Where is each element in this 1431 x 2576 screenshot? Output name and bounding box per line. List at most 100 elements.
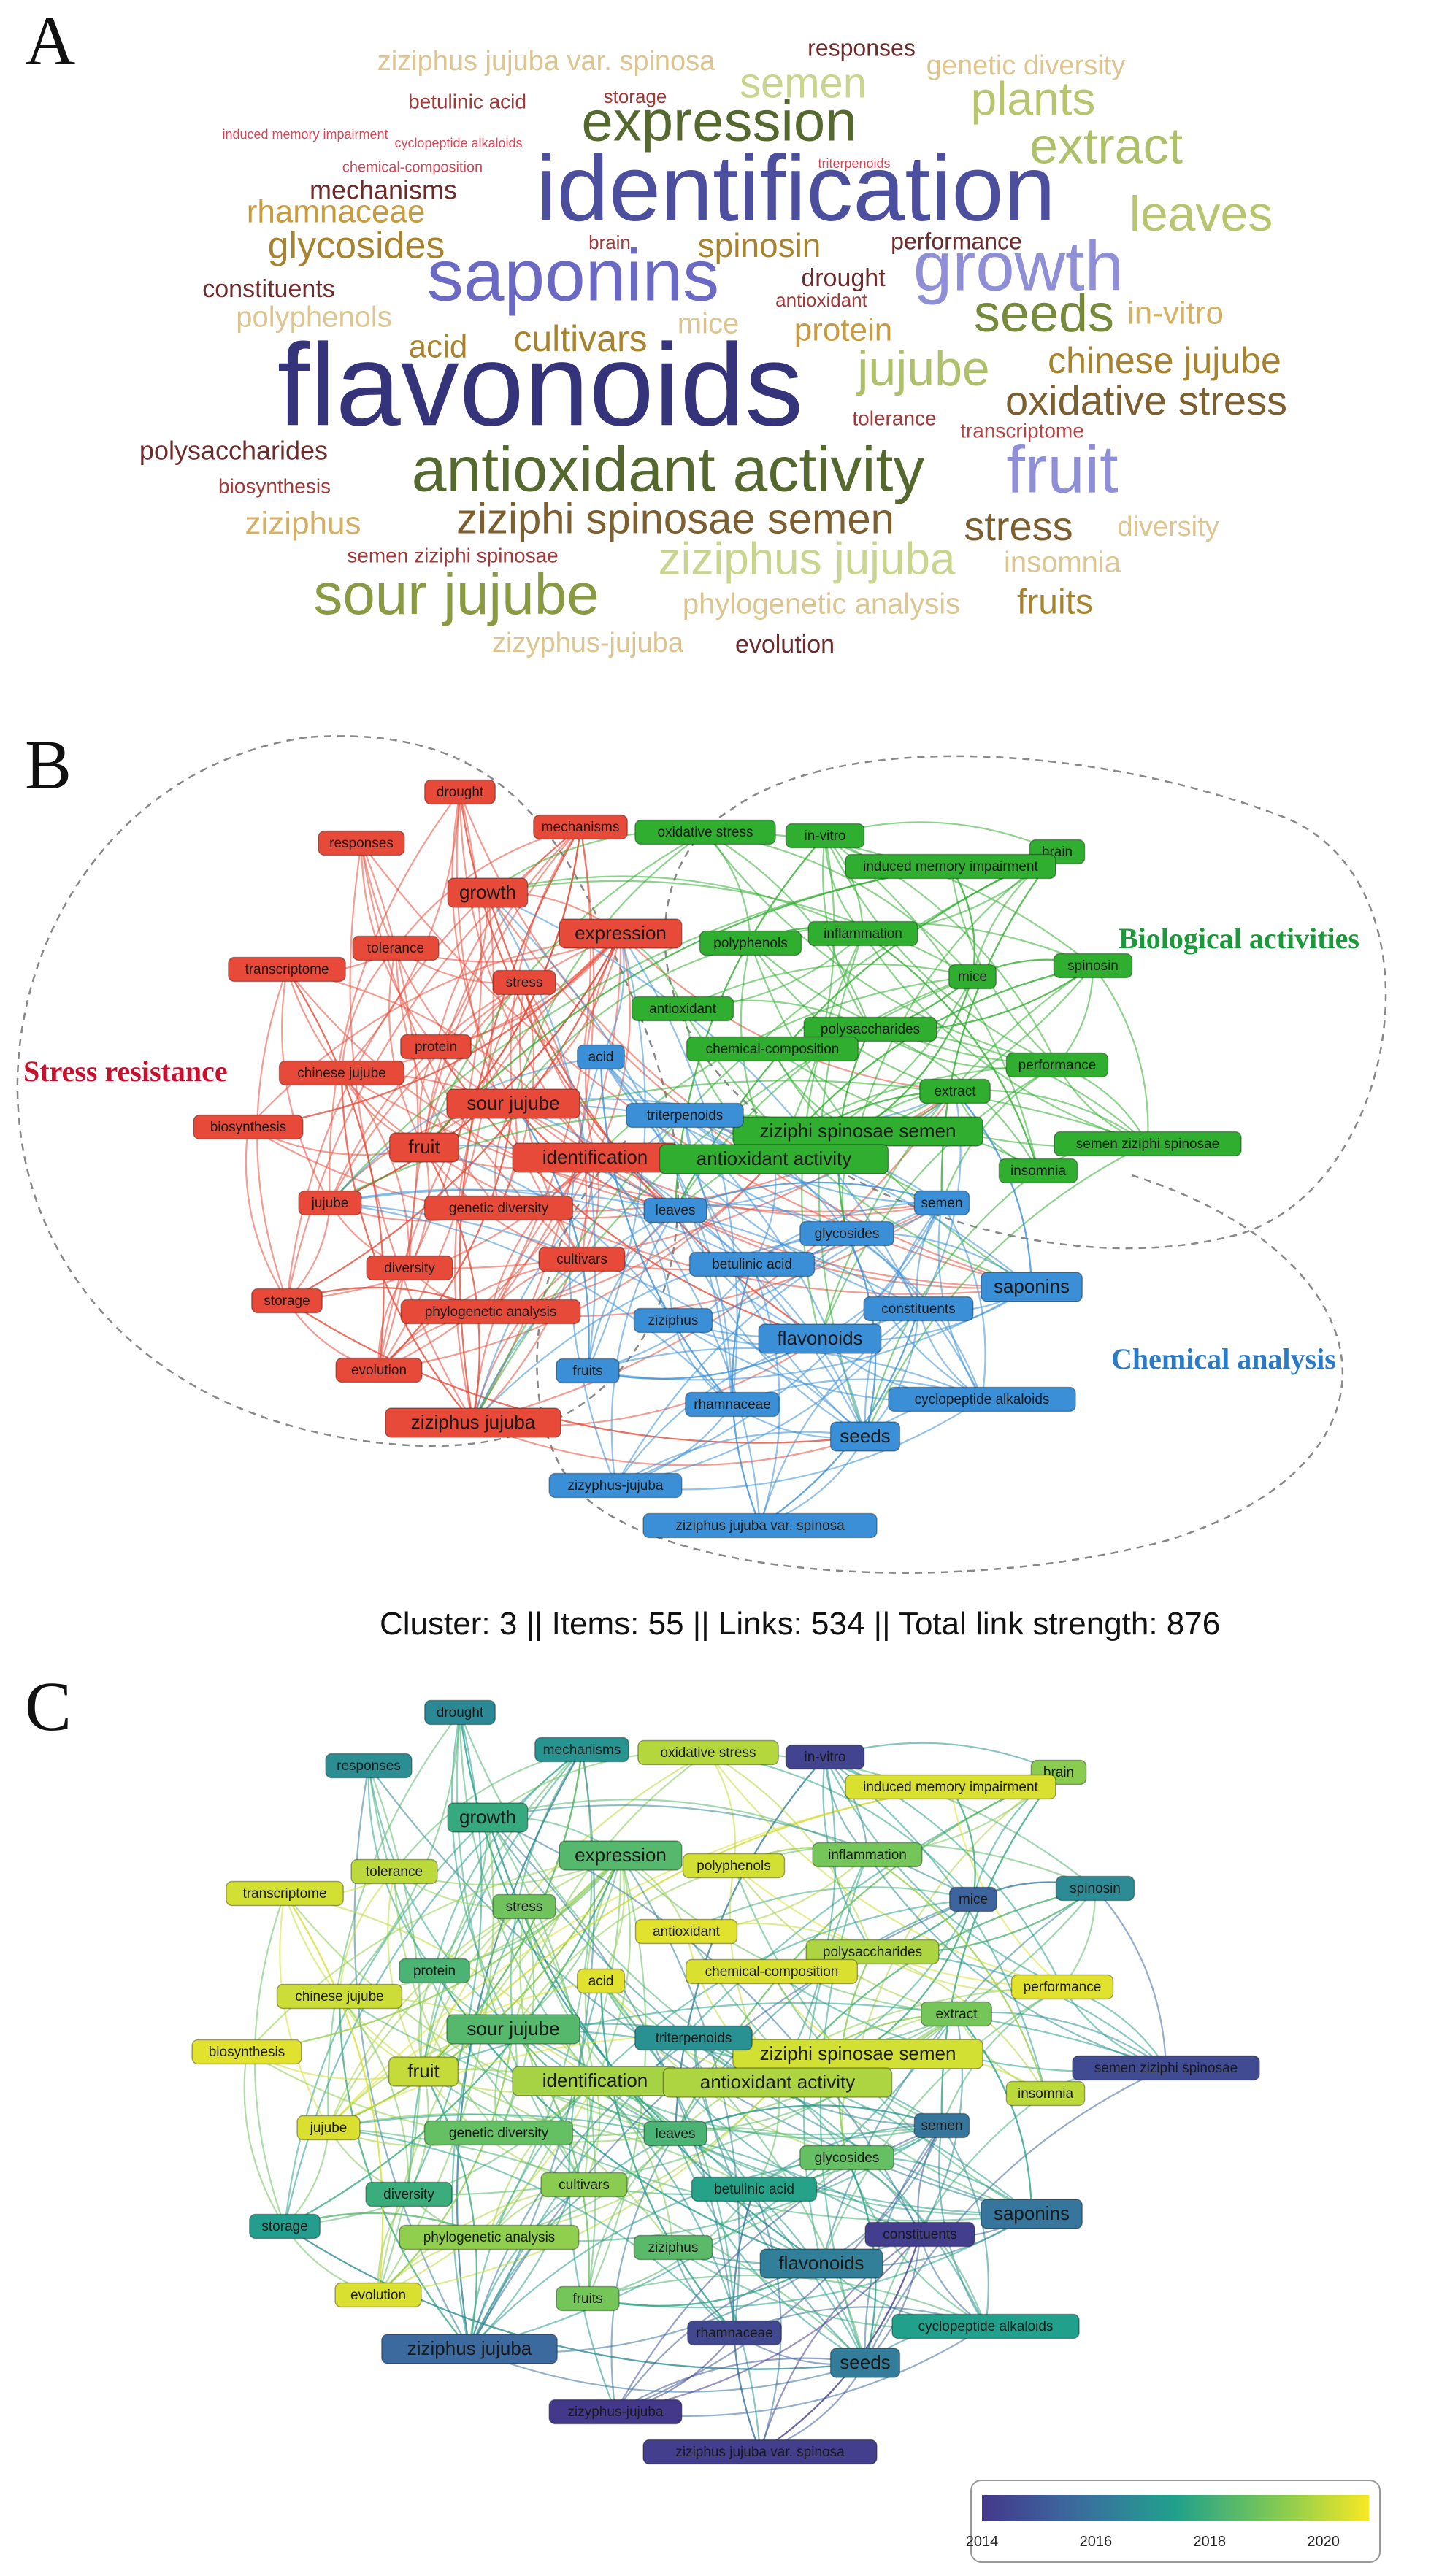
network-c-node[interactable]: constituents xyxy=(864,2221,975,2248)
network-c-node[interactable]: chemical-composition xyxy=(685,1958,859,1985)
network-b-node[interactable]: responses xyxy=(318,830,405,856)
network-b-node[interactable]: storage xyxy=(251,1288,323,1314)
network-b-node[interactable]: phylogenetic analysis xyxy=(400,1299,581,1325)
network-b-node[interactable]: induced memory impairment xyxy=(845,853,1056,880)
network-b-node[interactable]: acid xyxy=(576,1044,626,1070)
network-b-node[interactable]: semen xyxy=(913,1190,970,1216)
network-b-node[interactable]: polyphenols xyxy=(699,930,802,956)
network-c-node[interactable]: zizyphus-jujuba xyxy=(548,2399,683,2425)
network-c-node[interactable]: ziziphus xyxy=(633,2234,713,2261)
network-b-node[interactable]: constituents xyxy=(863,1296,974,1322)
network-b-node[interactable]: polysaccharides xyxy=(803,1016,937,1042)
network-c-node[interactable]: diversity xyxy=(365,2181,453,2207)
network-b-node[interactable]: protein xyxy=(400,1034,472,1060)
network-c-node[interactable]: mice xyxy=(948,1886,998,1912)
network-c-node[interactable]: jujube xyxy=(296,2115,361,2141)
network-c-node[interactable]: betulinic acid xyxy=(691,2176,818,2202)
network-c-node[interactable]: extract xyxy=(921,2001,992,2027)
network-b-node[interactable]: genetic diversity xyxy=(423,1195,574,1221)
network-c-node[interactable]: evolution xyxy=(334,2282,422,2308)
network-c-node[interactable]: acid xyxy=(576,1968,626,1994)
network-b-node[interactable]: seeds xyxy=(829,1421,901,1452)
network-c-node[interactable]: oxidative stress xyxy=(637,1739,779,1766)
network-c-node[interactable]: insomnia xyxy=(1005,2080,1086,2107)
network-b-node[interactable]: in-vitro xyxy=(785,823,865,849)
network-b-node[interactable]: evolution xyxy=(335,1357,423,1383)
network-b-node[interactable]: zizyphus-jujuba xyxy=(548,1472,683,1499)
network-b-node[interactable]: ziziphus jujuba var. spinosa xyxy=(642,1512,878,1539)
network-b-node[interactable]: antioxidant activity xyxy=(659,1144,889,1174)
network-b-node[interactable]: expression xyxy=(559,918,683,949)
network-b-node[interactable]: jujube xyxy=(298,1190,362,1216)
network-c-node[interactable]: triterpenoids xyxy=(634,2025,753,2051)
network-b-node[interactable]: rhamnaceae xyxy=(685,1391,780,1418)
network-c-node[interactable]: growth xyxy=(447,1802,529,1833)
network-b-node[interactable]: leaves xyxy=(643,1197,707,1223)
network-c-node[interactable]: fruits xyxy=(556,2285,620,2312)
network-c-node[interactable]: leaves xyxy=(643,2121,707,2147)
network-c-node[interactable]: ziziphus jujuba var. spinosa xyxy=(642,2439,878,2465)
network-b-node[interactable]: spinosin xyxy=(1053,953,1133,979)
network-b-node[interactable]: triterpenoids xyxy=(626,1102,744,1129)
network-c-node[interactable]: inflammation xyxy=(812,1842,923,1868)
network-c-node[interactable]: phylogenetic analysis xyxy=(399,2224,580,2250)
network-b-node[interactable]: performance xyxy=(1005,1052,1109,1078)
network-c-node[interactable]: semen ziziphi spinosae xyxy=(1072,2055,1260,2081)
network-b-node[interactable]: sour jujube xyxy=(446,1088,580,1119)
network-b-node[interactable]: mice xyxy=(948,964,997,990)
network-c-node[interactable]: antioxidant activity xyxy=(662,2067,893,2098)
network-b-node[interactable]: flavonoids xyxy=(758,1323,882,1354)
network-b-node[interactable]: fruits xyxy=(556,1358,620,1384)
network-c-node[interactable]: storage xyxy=(249,2213,321,2239)
network-c-node[interactable]: cultivars xyxy=(540,2172,628,2198)
network-c-node[interactable]: biosynthesis xyxy=(191,2039,302,2065)
network-b-node[interactable]: drought xyxy=(424,779,496,805)
network-b-node[interactable]: tolerance xyxy=(352,935,440,961)
network-c-node[interactable]: in-vitro xyxy=(785,1744,865,1770)
network-c-node[interactable]: cyclopeptide alkaloids xyxy=(891,2313,1080,2339)
network-b-node[interactable]: ziziphus xyxy=(633,1307,713,1334)
network-c-node[interactable]: mechanisms xyxy=(534,1737,629,1763)
network-c-node[interactable]: rhamnaceae xyxy=(687,2320,782,2346)
network-c-node[interactable]: ziziphus jujuba xyxy=(381,2334,558,2364)
network-c-node[interactable]: seeds xyxy=(829,2348,901,2378)
network-b-node[interactable]: insomnia xyxy=(998,1158,1078,1184)
network-b-node[interactable]: oxidative stress xyxy=(634,819,776,845)
network-b-node[interactable]: semen ziziphi spinosae xyxy=(1054,1131,1242,1157)
network-b-node[interactable]: extract xyxy=(919,1078,991,1104)
network-c-node[interactable]: genetic diversity xyxy=(423,2120,574,2146)
network-c-node[interactable]: sour jujube xyxy=(446,2014,580,2045)
network-c-node[interactable]: stress xyxy=(492,1893,556,1920)
network-b-node[interactable]: saponins xyxy=(981,1272,1083,1302)
network-b-node[interactable]: mechanisms xyxy=(533,814,628,840)
network-b-node[interactable]: betulinic acid xyxy=(688,1251,816,1277)
network-b-node[interactable]: cyclopeptide alkaloids xyxy=(888,1386,1076,1412)
network-c-node[interactable]: saponins xyxy=(981,2199,1083,2229)
network-c-node[interactable]: polyphenols xyxy=(682,1853,786,1879)
network-c-node[interactable]: drought xyxy=(424,1699,496,1726)
network-c-node[interactable]: expression xyxy=(559,1840,683,1871)
network-b-node[interactable]: cultivars xyxy=(538,1246,626,1272)
network-c-node[interactable]: ziziphi spinosae semen xyxy=(732,2039,983,2069)
network-c-node[interactable]: semen xyxy=(913,2112,970,2139)
network-c-node[interactable]: fruit xyxy=(388,2056,459,2087)
network-c-node[interactable]: induced memory impairment xyxy=(845,1774,1056,1800)
network-b-node[interactable]: stress xyxy=(492,969,556,996)
network-c-node[interactable]: chinese jujube xyxy=(276,1983,403,2010)
network-b-node[interactable]: diversity xyxy=(366,1255,453,1281)
network-c-node[interactable]: flavonoids xyxy=(759,2248,883,2279)
network-b-node[interactable]: antioxidant xyxy=(631,996,734,1022)
network-b-node[interactable]: glycosides xyxy=(799,1220,894,1247)
network-b-node[interactable]: ziziphus jujuba xyxy=(385,1407,561,1438)
network-b-node[interactable]: identification xyxy=(512,1142,678,1173)
network-c-node[interactable]: glycosides xyxy=(799,2145,894,2171)
network-c-node[interactable]: responses xyxy=(325,1753,413,1779)
network-c-node[interactable]: spinosin xyxy=(1055,1875,1135,1902)
network-b-node[interactable]: chemical-composition xyxy=(686,1036,859,1062)
network-c-node[interactable]: transcriptome xyxy=(226,1880,344,1907)
network-c-node[interactable]: identification xyxy=(512,2066,678,2096)
network-c-node[interactable]: antioxidant xyxy=(634,1918,738,1945)
network-c-node[interactable]: performance xyxy=(1010,1974,1114,2000)
network-b-node[interactable]: ziziphi spinosae semen xyxy=(732,1116,983,1147)
network-b-node[interactable]: biosynthesis xyxy=(193,1114,304,1140)
